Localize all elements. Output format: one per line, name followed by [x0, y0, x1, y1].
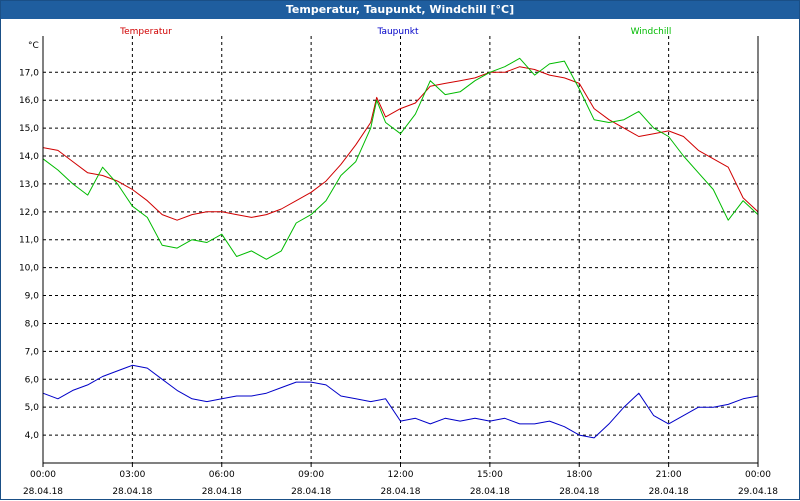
y-tick-label: 15,0 [19, 124, 39, 134]
x-tick-label: 00:00 [745, 470, 771, 480]
axes [42, 36, 759, 467]
y-tick-label: 7,0 [25, 347, 40, 357]
grid [43, 36, 758, 463]
x-tick-date: 28.04.18 [559, 487, 599, 497]
y-tick-label: 16,0 [19, 96, 39, 106]
y-tick-label: 10,0 [19, 264, 39, 274]
y-tick-label: 4,0 [25, 431, 40, 441]
legend-taupunkt: Taupunkt [376, 27, 419, 37]
series-layer [42, 57, 759, 439]
series-line-taupunkt [42, 364, 759, 439]
x-tick-label: 00:00 [30, 470, 56, 480]
legend-windchill: Windchill [631, 27, 672, 37]
y-tick-label: 14,0 [19, 152, 39, 162]
y-tick-label: 13,0 [19, 180, 39, 190]
x-tick-date: 28.04.18 [380, 487, 420, 497]
x-tick-label: 12:00 [388, 470, 414, 480]
labels: 4,0 5,0 6,0 7,0 8,0 9,0 10,0 11,0 12,0 13,0 14,0 15… [19, 27, 778, 497]
y-tick-label: 6,0 [25, 375, 40, 385]
x-tick-date: 28.04.18 [202, 487, 242, 497]
legend-temperatur: Temperatur [119, 27, 172, 37]
x-tick-date: 28.04.18 [291, 487, 331, 497]
x-tick-date: 28.04.18 [649, 487, 689, 497]
window-title: Temperatur, Taupunkt, Windchill [°C] [1, 1, 799, 19]
x-tick-date: 28.04.18 [470, 487, 510, 497]
y-tick-label: 11,0 [19, 236, 39, 246]
x-tick-label: 06:00 [209, 470, 235, 480]
x-tick-date: 28.04.18 [23, 487, 63, 497]
series-line-temperatur [42, 66, 759, 221]
x-tick-label: 18:00 [566, 470, 592, 480]
x-tick-date: 28.04.18 [112, 487, 152, 497]
series-line-windchill [42, 57, 759, 260]
y-tick-label: 9,0 [25, 292, 40, 302]
y-tick-label: 12,0 [19, 208, 39, 218]
x-tick-label: 21:00 [656, 470, 682, 480]
y-axis-label: °C [28, 41, 39, 51]
y-tick-label: 17,0 [19, 68, 39, 78]
x-tick-date: 29.04.18 [738, 487, 778, 497]
x-tick-label: 03:00 [119, 470, 145, 480]
x-tick-label: 09:00 [298, 470, 324, 480]
y-tick-label: 8,0 [25, 319, 40, 329]
x-tick-label: 15:00 [477, 470, 503, 480]
y-tick-label: 5,0 [25, 403, 40, 413]
